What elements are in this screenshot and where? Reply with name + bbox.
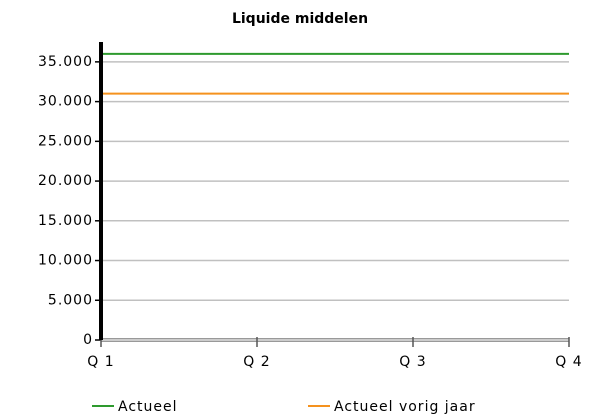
y-tick-label: 10.000 <box>38 253 93 269</box>
chart-title: Liquide middelen <box>232 11 368 27</box>
x-tick-label: Q 4 <box>555 354 582 370</box>
y-tick-label: 0 <box>83 332 93 348</box>
y-tick-label: 25.000 <box>38 133 93 149</box>
y-tick-label: 35.000 <box>38 54 93 70</box>
y-tick-label: 30.000 <box>38 94 93 110</box>
x-tick-label: Q 1 <box>87 354 114 370</box>
legend-label: Actueel vorig jaar <box>334 399 476 415</box>
y-tick-label: 5.000 <box>48 292 93 308</box>
legend-label: Actueel <box>118 399 178 415</box>
y-tick-label: 15.000 <box>38 213 93 229</box>
x-tick-label: Q 2 <box>243 354 270 370</box>
x-tick-label: Q 3 <box>399 354 426 370</box>
y-tick-label: 20.000 <box>38 173 93 189</box>
